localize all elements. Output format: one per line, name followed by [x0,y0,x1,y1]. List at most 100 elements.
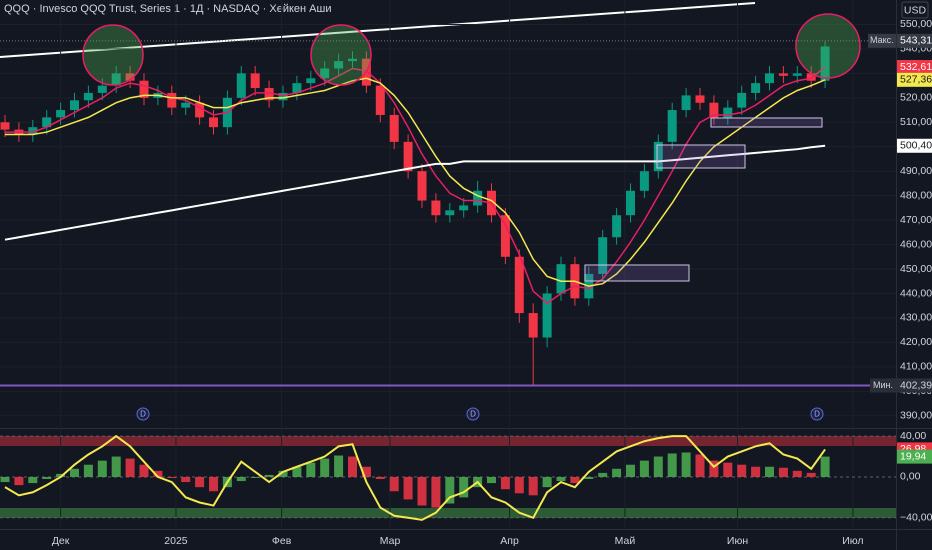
x-tick-label: Мар [380,535,401,547]
candle-body [250,73,260,89]
candle-body [334,61,344,69]
histogram-bar [653,456,663,477]
histogram-bar [83,464,93,477]
candle-body [348,58,357,62]
ma-last-label: 527,36 [900,74,932,86]
candle-body [389,114,399,142]
candle-body [111,73,121,86]
candle-body [459,205,469,211]
y-tick-label: 520,00 [900,92,932,104]
histogram-bar [139,464,149,477]
event-marker-label: D [140,410,146,419]
candle-body [209,117,218,128]
histogram-bar [375,476,385,479]
currency-box[interactable] [901,1,929,19]
histogram-bar [348,456,357,477]
candle-body [806,73,816,81]
y-tick-label: 430,00 [900,312,932,324]
histogram-bar [0,476,10,483]
x-tick-label: Дек [52,535,70,547]
overbought-zone [0,436,896,446]
max-caption: Макс. [870,35,894,45]
candle-body [417,171,427,201]
histogram-bar [459,476,469,498]
y-tick-label: 550,00 [900,18,932,30]
candle-body [83,92,93,101]
histogram-bar [236,476,246,482]
candle-body [56,110,66,118]
candle-body [28,127,38,135]
candle-body [667,110,677,142]
histogram-bar [70,468,79,477]
candle-body [167,92,177,108]
highlight-circle [82,24,144,86]
event-marker [136,407,150,421]
y-tick-label: 420,00 [900,336,932,348]
y-tick-label: 40,00 [900,430,926,442]
histogram-bar [306,462,316,477]
histogram-bar [500,476,510,490]
y-tick-label: 480,00 [900,189,932,201]
candle-body [195,102,205,118]
x-tick-label: 2025 [164,535,188,547]
candle-body [737,92,747,108]
y-tick-label: 410,00 [900,361,932,373]
x-tick-label: Фев [272,535,292,547]
histogram-bar [153,470,163,477]
y-tick-label: 450,00 [900,263,932,275]
histogram-bar [111,456,121,477]
histogram-bar [737,464,747,477]
candle-body [97,85,107,93]
candle-body [42,117,52,128]
candle-body [514,256,524,314]
y-tick-label: 0,00 [900,471,921,483]
candle-body [375,85,385,115]
max-price-label: 543,31 [900,35,932,47]
candle-body [653,141,663,172]
candle-body [431,200,441,216]
histogram-bar [56,473,66,477]
candle-body [445,210,455,216]
histogram-bar [403,476,413,500]
candle-body [765,73,774,84]
candle-body [639,171,649,191]
oscillator-line [4,434,826,521]
candle-body [528,313,538,338]
candle-body [612,215,622,238]
candle-body [292,83,302,93]
histogram-bar [209,476,218,492]
candle-body [139,80,149,98]
histogram-bar [97,460,107,477]
highlight-circle [310,24,372,86]
event-marker-label: D [814,410,820,419]
zone-box [710,117,823,128]
min-price-label-bg [897,378,932,393]
histogram-bar [584,476,594,479]
currency[interactable]: USD [904,4,927,16]
max-caption-bg [868,33,896,48]
candle-body [598,237,608,274]
ma-last-label: 532,61 [900,61,932,73]
histogram-bar [598,472,608,477]
moving-average [4,144,826,241]
candle-body [125,73,135,81]
candle-body [500,215,510,257]
histogram-bar [612,468,622,477]
histogram-bar [681,452,691,477]
candle-body [723,107,733,118]
candle-body [792,73,802,76]
y-tick-label: −40,00 [900,512,932,524]
y-tick-label: 490,00 [900,165,932,177]
y-tick-label: 460,00 [900,238,932,250]
y-tick-label: 440,00 [900,287,932,299]
y-tick-label: 510,00 [900,116,932,128]
histogram-bar [765,466,774,477]
osc-last-label-bg [897,449,932,464]
ma-last-label: 500,40 [900,140,932,152]
candle-body [820,46,830,81]
moving-average [5,77,826,287]
candle-body [751,83,761,93]
x-tick-label: Июн [727,535,748,547]
